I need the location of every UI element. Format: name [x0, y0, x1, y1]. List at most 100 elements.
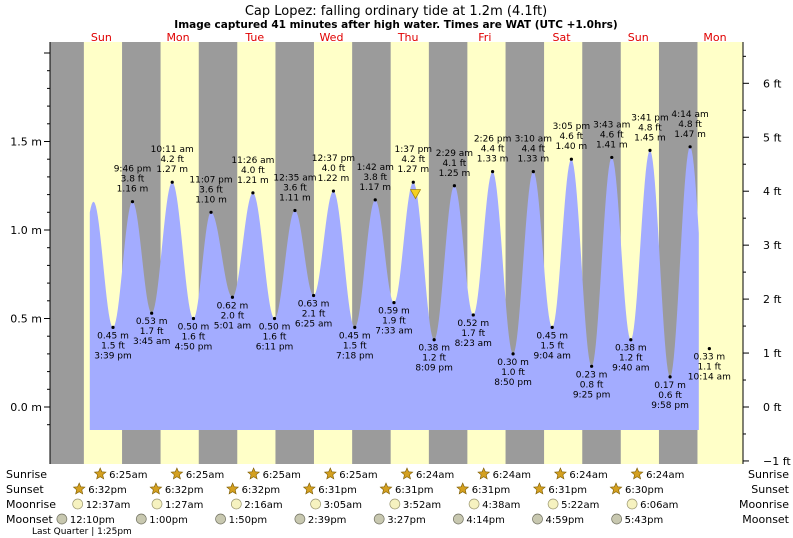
moonset-time: 4:59pm — [546, 515, 585, 526]
extreme-time: 1:42 am — [357, 163, 394, 173]
extreme-time: 3:43 am — [593, 120, 630, 130]
extreme-ft: 3.6 ft — [283, 184, 307, 194]
extreme-m: 0.52 m — [457, 319, 489, 329]
extreme-m: 1.47 m — [674, 130, 706, 140]
extreme-m: 0.38 m — [615, 344, 647, 354]
moonset-icon — [532, 513, 543, 525]
moonrise-icon — [547, 498, 559, 510]
extreme-time: 8:09 pm — [415, 364, 453, 374]
extreme-m: 1.25 m — [439, 169, 471, 179]
sunrise-label-left: Sunrise — [6, 468, 47, 481]
extreme-m: 1.41 m — [596, 140, 628, 150]
extreme-m: 0.53 m — [136, 317, 168, 327]
extreme-dot — [629, 338, 633, 342]
extreme-time: 3:05 pm — [553, 122, 591, 132]
extreme-ft: 4.2 ft — [160, 155, 184, 165]
extreme-time: 1:37 pm — [395, 145, 433, 155]
moon-phase: Last Quarter | 1:25pm — [32, 527, 132, 537]
moonset-time: 1:00pm — [149, 515, 188, 526]
extreme-ft: 4.4 ft — [481, 145, 505, 155]
moonset-label-right: Moonset — [742, 513, 789, 526]
astronomy-items: 6:25am 6:25am 6:25am 6:25am 6:24am 6:24am 6:24… — [56, 467, 684, 526]
moonset-time: 12:10pm — [70, 515, 115, 526]
night-band — [50, 42, 84, 464]
extreme-m: 0.50 m — [178, 323, 210, 333]
extreme-dot — [452, 184, 457, 188]
moonrise-time: 5:22am — [561, 500, 599, 511]
extreme-ft: 1.5 ft — [343, 341, 367, 351]
extreme-dot — [569, 157, 573, 161]
extreme-time: 9:25 pm — [573, 390, 611, 400]
extreme-dot — [311, 293, 316, 298]
extreme-ft: 1.5 ft — [101, 341, 125, 351]
right-axis: −1 ft 0 ft 1 ft 2 ft 3 ft 4 ft 5 ft 6 ft — [742, 42, 791, 468]
moonset-icon — [215, 513, 226, 525]
extreme-time: 9:40 am — [612, 364, 649, 374]
sunset-icon — [609, 482, 623, 495]
sunrise-icon — [93, 467, 107, 480]
extreme-ft: 1.6 ft — [263, 333, 287, 343]
extreme-ft: 4.6 ft — [560, 132, 584, 142]
moonrise-time: 3:52am — [403, 500, 441, 511]
extreme-m: 1.33 m — [517, 155, 549, 165]
extreme-ft: 4.6 ft — [600, 130, 624, 140]
day-name: Sat — [553, 31, 572, 44]
moonset-icon — [452, 513, 464, 525]
extreme-time: 9:04 am — [534, 351, 571, 361]
day-name: Mon — [703, 31, 726, 44]
extreme-dot — [373, 198, 377, 202]
sunset-icon — [379, 482, 393, 495]
extreme-ft: 3.6 ft — [199, 185, 223, 195]
extreme-time: 8:50 pm — [494, 378, 532, 388]
sunrise-time: 6:24am — [646, 470, 684, 481]
extreme-ft: 4.8 ft — [638, 123, 662, 133]
extreme-dot — [688, 145, 692, 149]
moonset-time: 4:14pm — [466, 515, 505, 526]
extreme-m: 0.62 m — [217, 301, 249, 311]
extreme-time: 11:26 am — [231, 156, 274, 166]
sunrise-icon — [170, 467, 184, 480]
extreme-ft: 3.8 ft — [121, 175, 145, 185]
extreme-ft: 1.5 ft — [540, 341, 564, 351]
extreme-dot — [111, 325, 115, 329]
extreme-dot — [411, 180, 415, 184]
sunrise-label-right: Sunrise — [748, 468, 789, 481]
extreme-dot — [191, 316, 196, 321]
extreme-dot — [707, 346, 711, 351]
right-tick-label: −1 ft — [763, 455, 791, 468]
extreme-time: 6:11 pm — [256, 343, 294, 353]
extreme-ft: 1.2 ft — [619, 354, 643, 364]
left-axis: 0.0 m 0.5 m 1.0 m 1.5 m — [10, 42, 51, 464]
extreme-m: 0.33 m — [694, 353, 726, 363]
sunrise-icon — [400, 467, 414, 480]
moonrise-label-right: Moonrise — [739, 498, 789, 511]
extreme-time: 5:01 am — [214, 321, 251, 331]
sunrise-time: 6:24am — [569, 470, 607, 481]
extreme-dot — [432, 338, 436, 342]
day-name: Thu — [397, 31, 419, 44]
extreme-dot — [209, 210, 213, 214]
extreme-m: 1.17 m — [359, 183, 391, 193]
sunrise-icon — [247, 467, 261, 480]
sunset-time: 6:31pm — [472, 485, 511, 496]
day-name: Sun — [91, 31, 112, 44]
extreme-m: 0.63 m — [298, 299, 330, 309]
extreme-m: 0.45 m — [339, 331, 371, 341]
extreme-m: 0.50 m — [259, 323, 291, 333]
moonset-icon — [373, 513, 385, 525]
extreme-time: 6:25 am — [295, 319, 332, 329]
moonset-icon — [56, 513, 68, 525]
sunset-label-left: Sunset — [6, 483, 44, 496]
chart-title: Cap Lopez: falling ordinary tide at 1.2m… — [245, 4, 547, 19]
plot-area: 0.45 m1.5 ft3:39 pm9:46 pm3.8 ft1.16 m0.… — [50, 42, 743, 464]
extreme-time: 4:14 am — [671, 110, 708, 120]
extreme-m: 1.27 m — [397, 165, 429, 175]
extreme-time: 8:23 am — [455, 339, 492, 349]
extreme-ft: 4.0 ft — [322, 164, 346, 174]
extreme-ft: 1.2 ft — [422, 354, 446, 364]
extreme-dot — [511, 352, 515, 356]
extreme-m: 1.11 m — [279, 194, 311, 204]
extreme-ft: 4.4 ft — [521, 145, 545, 155]
moonset-icon — [294, 513, 306, 525]
